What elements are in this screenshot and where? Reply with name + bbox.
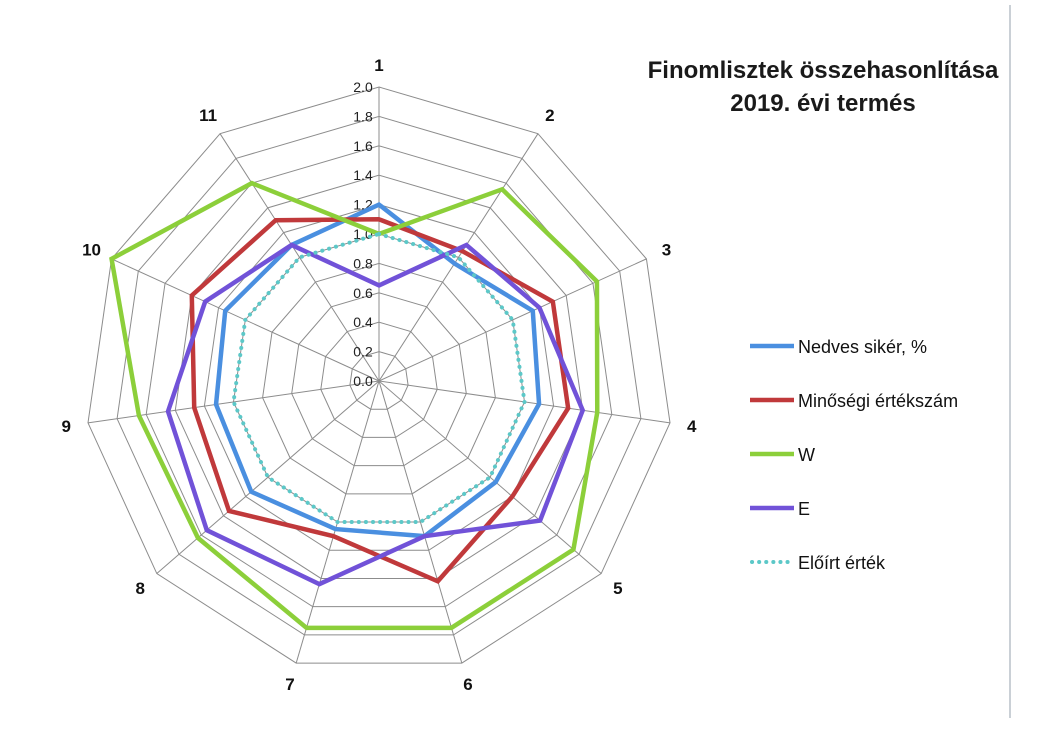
category-labels: 1 2 3 4 5 6 7 8 9 10 11: [61, 56, 697, 694]
tick-label: 1.6: [353, 138, 373, 154]
grid-ring: [87, 86, 671, 664]
category-label: 11: [199, 106, 217, 125]
chart-title-line-1: Finomlisztek összehasonlítása: [648, 57, 999, 84]
category-label: 2: [545, 106, 554, 125]
tick-label: 1.8: [353, 108, 373, 124]
tick-label: 1.4: [353, 167, 373, 183]
grid-ring: [291, 292, 467, 467]
grid-ring: [349, 351, 409, 410]
radial-tick-labels: 0.00.20.40.60.81.01.21.41.61.82.0: [353, 79, 373, 389]
grid-ring: [116, 115, 642, 636]
category-label: 10: [82, 241, 101, 260]
grid-spoke: [378, 133, 539, 382]
category-label: 4: [687, 417, 697, 436]
tick-label: 0.2: [353, 344, 373, 360]
grid-ring: [262, 262, 496, 495]
legend-label: Nedves sikér, %: [798, 337, 927, 357]
category-label: 3: [662, 241, 671, 260]
grid-spoke: [219, 133, 380, 382]
legend-label: Előírt érték: [798, 553, 886, 573]
tick-label: 0.0: [353, 373, 373, 389]
tick-label: 0.4: [353, 314, 373, 330]
grid-spoke: [87, 380, 380, 424]
radar-grid: [87, 86, 671, 664]
tick-label: 0.8: [353, 255, 373, 271]
series-line: [231, 231, 527, 525]
category-label: 1: [374, 56, 383, 75]
category-label: 5: [613, 579, 622, 598]
legend: Nedves sikér, % Minőségi értékszám W E Előír…: [750, 337, 958, 573]
legend-label: Minőségi értékszám: [798, 391, 958, 411]
category-label: 9: [61, 417, 70, 436]
tick-label: 2.0: [353, 79, 373, 95]
grid-spoke: [156, 380, 380, 574]
category-label: 8: [135, 579, 144, 598]
grid-spoke: [378, 380, 463, 664]
legend-label: W: [798, 445, 815, 465]
grid-spoke: [378, 258, 647, 382]
category-label: 6: [463, 675, 472, 694]
series-line: [189, 217, 571, 584]
data-series: [109, 180, 600, 631]
series-line: [213, 201, 542, 539]
category-label: 7: [285, 675, 294, 694]
grid-ring: [203, 204, 555, 551]
grid-ring: [320, 321, 438, 438]
tick-label: 0.6: [353, 285, 373, 301]
legend-label: E: [798, 499, 810, 519]
series-line: [109, 180, 600, 631]
series-line: [165, 242, 586, 587]
chart-title-line-2: 2019. évi termés: [730, 90, 915, 117]
grid-ring: [174, 174, 584, 579]
grid-spoke: [378, 380, 602, 574]
